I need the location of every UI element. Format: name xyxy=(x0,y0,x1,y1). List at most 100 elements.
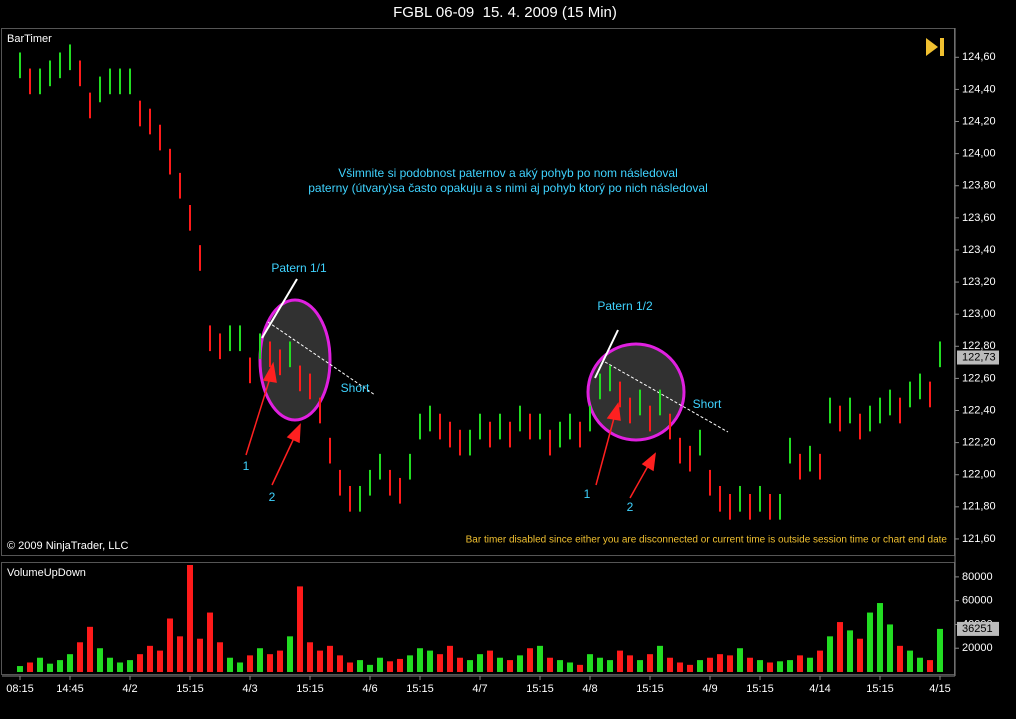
y-tick-label: 121,60 xyxy=(962,533,996,545)
x-tick-label: 4/2 xyxy=(122,683,137,695)
volume-bar xyxy=(497,657,503,672)
y-tick-label: 20000 xyxy=(962,642,993,654)
volume-bar xyxy=(397,658,403,672)
volume-bar xyxy=(137,654,143,672)
x-tick-label: 4/7 xyxy=(472,683,487,695)
volume-bar xyxy=(177,636,183,672)
volume-bar xyxy=(857,638,863,672)
volume-bar xyxy=(367,664,373,672)
annotations-layer: Všimnite si podobnost paternov a aký poh… xyxy=(243,166,729,514)
volume-bar xyxy=(297,586,303,672)
bar-timer-icon[interactable] xyxy=(926,38,944,56)
volume-bar xyxy=(637,660,643,672)
volume-bar xyxy=(477,654,483,672)
annotation: 1 xyxy=(584,487,591,501)
volume-bar xyxy=(347,662,353,672)
volume-bar xyxy=(47,663,53,672)
volume-bar xyxy=(557,660,563,672)
volume-bar xyxy=(607,660,613,672)
volume-bar xyxy=(677,662,683,672)
y-tick-label: 122,00 xyxy=(962,469,996,481)
y-tick-label: 123,80 xyxy=(962,180,996,192)
volume-bar xyxy=(527,648,533,672)
y-tick-label: 122,80 xyxy=(962,340,996,352)
volume-bar xyxy=(117,662,123,672)
y-tick-label: 60000 xyxy=(962,595,993,607)
volume-bar xyxy=(147,645,153,672)
volume-bar xyxy=(847,630,853,672)
volume-bar xyxy=(537,645,543,672)
x-tick-label: 4/14 xyxy=(809,683,830,695)
volume-bar xyxy=(797,655,803,672)
volume-bar xyxy=(577,664,583,672)
arrows xyxy=(245,361,656,499)
volume-bar xyxy=(387,661,393,672)
y-tick-label: 121,80 xyxy=(962,501,996,513)
volume-bar xyxy=(307,642,313,672)
annotation: Short xyxy=(341,381,370,395)
volume-bar xyxy=(277,650,283,672)
volume-bar xyxy=(437,654,443,672)
volume-bar xyxy=(567,662,573,672)
volume-bar xyxy=(547,657,553,672)
volume-bar xyxy=(467,660,473,672)
volume-bar xyxy=(727,655,733,672)
annotation: 1 xyxy=(243,459,250,473)
volume-bar xyxy=(417,648,423,672)
annotation: Patern 1/1 xyxy=(271,261,327,275)
y-tick-label: 123,60 xyxy=(962,212,996,224)
volume-bar xyxy=(757,660,763,672)
volume-bar xyxy=(97,648,103,672)
volume-bar xyxy=(407,655,413,672)
trend-line xyxy=(261,278,298,339)
volume-bar xyxy=(517,655,523,672)
x-tick-label: 4/15 xyxy=(929,683,950,695)
volume-bar xyxy=(917,657,923,672)
volume-bar xyxy=(287,636,293,672)
y-tick-label: 122,60 xyxy=(962,372,996,384)
volume-bar xyxy=(937,628,943,672)
volume-bar xyxy=(837,622,843,672)
y-tick-label: 124,00 xyxy=(962,148,996,160)
volume-bar xyxy=(57,660,63,672)
volume-bar xyxy=(717,654,723,672)
pattern-ellipse xyxy=(258,298,332,422)
volume-bar xyxy=(327,645,333,672)
volume-bar xyxy=(197,638,203,672)
x-tick-label: 14:45 xyxy=(56,683,84,695)
status-text: Bar timer disabled since either you are … xyxy=(466,535,948,546)
volume-bar xyxy=(227,657,233,672)
volume-bar xyxy=(107,657,113,672)
trend-line xyxy=(267,321,376,396)
y-tick-label: 123,40 xyxy=(962,244,996,256)
x-tick-label: 08:15 xyxy=(6,683,34,695)
x-tick-label: 15:15 xyxy=(176,683,204,695)
volume-bar xyxy=(627,655,633,672)
x-tick-label: 15:15 xyxy=(636,683,664,695)
volume-bar xyxy=(507,660,513,672)
volume-bar xyxy=(247,655,253,672)
panel-label: VolumeUpDown xyxy=(7,567,86,579)
annotation: paterny (útvary)sa často opakuju a s nim… xyxy=(308,181,708,195)
volume-bar xyxy=(867,612,873,672)
volume-bar xyxy=(257,648,263,672)
volume-bar xyxy=(337,655,343,672)
copyright: © 2009 NinjaTrader, LLC xyxy=(7,540,128,552)
last-volume-box xyxy=(957,621,999,636)
volume-bar xyxy=(317,650,323,672)
volume-bar xyxy=(907,650,913,672)
volume-bar xyxy=(207,612,213,672)
y-tick-label: 80000 xyxy=(962,571,993,583)
y-tick-label: 124,40 xyxy=(962,83,996,95)
annotation: Short xyxy=(693,397,722,411)
y-tick-label: 124,20 xyxy=(962,115,996,127)
annotation: Všimnite si podobnost paternov a aký poh… xyxy=(338,166,678,180)
volume-bar xyxy=(817,650,823,672)
chart-title: FGBL 06-09 15. 4. 2009 (15 Min) xyxy=(393,4,617,21)
volume-bar xyxy=(827,636,833,672)
x-tick-label: 4/6 xyxy=(362,683,377,695)
volume-bar xyxy=(447,645,453,672)
volume-bar xyxy=(777,661,783,672)
y-tick-label: 122,20 xyxy=(962,437,996,449)
y-tick-label: 123,00 xyxy=(962,308,996,320)
